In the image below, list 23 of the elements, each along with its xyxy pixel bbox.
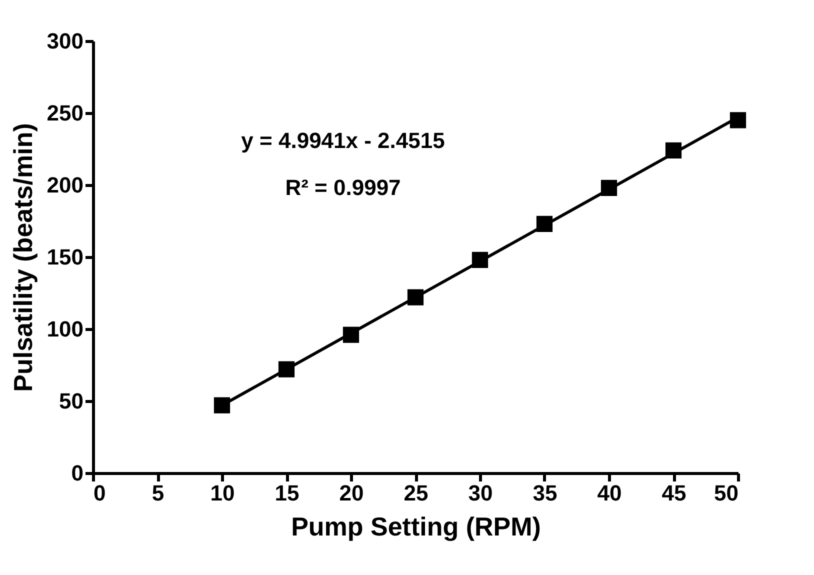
x-axis-title: Pump Setting (RPM) [291, 512, 541, 542]
y-tick-label: 150 [46, 244, 84, 270]
y-tick-label: 100 [46, 316, 84, 342]
x-tick-label: 0 [94, 480, 106, 506]
x-tick-label: 35 [532, 480, 558, 506]
x-tick-label: 45 [662, 480, 686, 506]
x-tick-label: 10 [210, 480, 235, 506]
x-tick-label: 25 [404, 480, 428, 506]
x-tick-label: 40 [597, 480, 622, 506]
y-tick-label: 300 [46, 28, 84, 54]
y-tick-label: 250 [46, 100, 84, 126]
y-tick-label: 50 [59, 388, 84, 414]
y-axis-title: Pulsatility (beats/min) [8, 123, 38, 392]
annotation: R² = 0.9997 [285, 175, 401, 200]
y-tick-label: 0 [71, 460, 84, 486]
x-tick-label: 30 [468, 480, 493, 506]
x-tick-label: 5 [152, 480, 164, 506]
point [730, 112, 746, 128]
y-tick-label: 200 [46, 172, 84, 198]
x-tick-label: 20 [339, 480, 364, 506]
annotation: y = 4.9941x - 2.4515 [241, 128, 445, 153]
x-tick-label: 50 [714, 480, 738, 506]
x-tick-label: 15 [274, 480, 300, 506]
